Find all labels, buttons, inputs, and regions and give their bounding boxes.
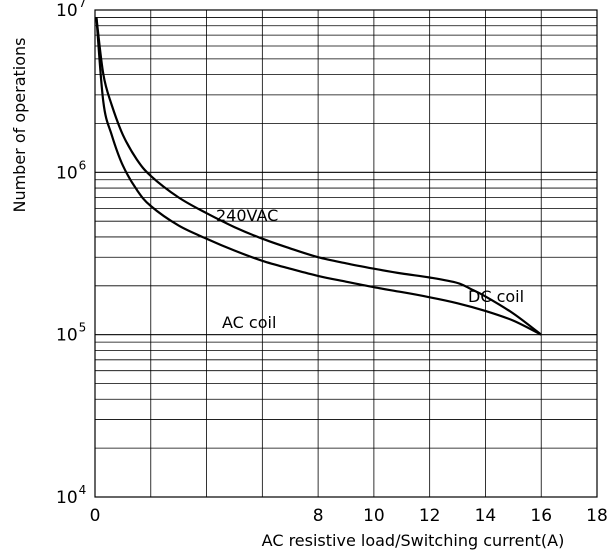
x-tick-label: 16 <box>530 506 552 526</box>
data-curves <box>95 17 542 336</box>
y-tick-exponent: 7 <box>79 0 87 10</box>
x-tick-labels: 0 8 10 12 14 16 18 <box>90 506 608 526</box>
y-tick-label: 106 <box>56 158 86 183</box>
y-tick-labels: 104 105 106 107 <box>56 0 86 508</box>
y-tick-label: 107 <box>56 0 86 21</box>
y-tick-exponent: 4 <box>79 483 87 497</box>
y-tick-exponent: 6 <box>79 158 87 172</box>
grid-lines <box>95 10 597 497</box>
y-tick-label: 105 <box>56 321 86 346</box>
x-tick-label: 18 <box>586 506 608 526</box>
annotation-ac-coil: AC coil <box>222 313 276 332</box>
x-tick-label: 10 <box>363 506 385 526</box>
series-line-0 <box>95 17 542 336</box>
x-tick-label: 14 <box>475 506 497 526</box>
x-tick-label: 0 <box>90 506 101 526</box>
annotation-240vac: 240VAC <box>216 206 278 225</box>
x-tick-label: 8 <box>313 506 324 526</box>
y-tick-exponent: 5 <box>79 321 87 335</box>
x-axis-label: AC resistive load/Switching current(A) <box>262 531 565 550</box>
y-axis-label: Number of operations <box>10 37 29 212</box>
plot-frame <box>94 9 598 498</box>
x-tick-label: 12 <box>419 506 441 526</box>
series-line-1 <box>95 17 542 336</box>
annotation-dc-coil: DC coil <box>468 287 524 306</box>
y-tick-label: 104 <box>56 483 86 508</box>
